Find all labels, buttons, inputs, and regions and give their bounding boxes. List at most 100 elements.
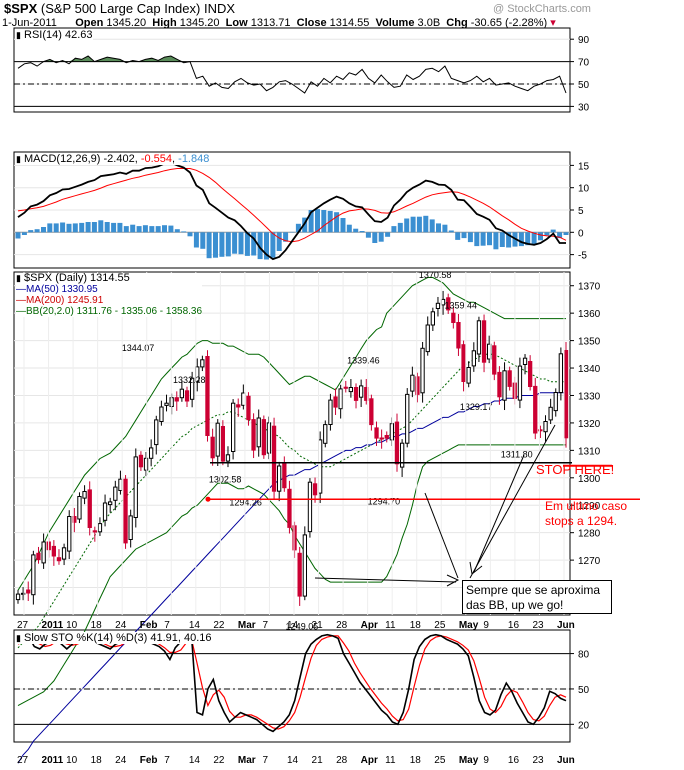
exchange: INDX — [203, 1, 236, 16]
candle-body — [497, 371, 502, 398]
x-axis-label: 7 — [262, 620, 268, 631]
sto-tick-label: 80 — [578, 650, 590, 661]
candle-body — [528, 361, 533, 387]
candle-body — [215, 422, 220, 457]
macd-tick-label: -5 — [578, 251, 587, 262]
macd-histogram-bar — [538, 232, 543, 241]
candle-body — [271, 425, 277, 492]
x-axis-label: 14 — [287, 620, 299, 631]
x-axis-label-bottom: 16 — [508, 755, 520, 766]
x-axis-label-bottom: 24 — [115, 755, 127, 766]
candle-body — [102, 502, 108, 521]
macd-histogram-bar — [340, 218, 346, 233]
candle-body — [522, 357, 528, 366]
macd-histogram-bar — [416, 216, 422, 233]
candle-body — [51, 545, 57, 557]
candle-body — [410, 374, 415, 392]
candle-body — [36, 552, 41, 561]
candle-body — [200, 359, 205, 368]
macd-histogram-bar — [111, 222, 117, 233]
x-axis-label: 7 — [164, 620, 170, 631]
candle-body — [174, 397, 179, 402]
macd-histogram-bar — [410, 216, 416, 233]
candle-body — [471, 350, 477, 367]
candle-body — [425, 324, 430, 353]
candle-body — [246, 395, 251, 421]
price-tick-label: 1330 — [578, 391, 601, 402]
x-axis-label: 25 — [434, 620, 446, 631]
arrow-line — [469, 424, 556, 579]
candle-body — [236, 404, 241, 408]
macd-histogram-bar — [544, 232, 550, 236]
macd-histogram-bar — [41, 227, 46, 233]
x-axis-label-bottom: 22 — [213, 755, 225, 766]
candle-body — [220, 426, 225, 462]
x-axis-label: 11 — [385, 620, 396, 631]
price-tick-label: 1320 — [578, 419, 601, 430]
macd-histogram-bar — [493, 232, 499, 250]
macd-histogram-bar — [295, 223, 301, 233]
volume-value: 3.0B — [417, 17, 441, 29]
candle-body — [302, 534, 308, 597]
arrow-head — [469, 561, 483, 575]
sto-frame — [13, 629, 571, 743]
x-axis-label: 2011 — [42, 620, 64, 631]
candle-body — [353, 387, 359, 401]
macd-histogram-bar — [155, 226, 161, 233]
candle-body — [118, 478, 123, 492]
candle-body — [415, 376, 420, 395]
quote-line: 1-Jun-2011 Open 1345.20 High 1345.20 Low… — [2, 17, 556, 29]
candle-body — [87, 489, 92, 528]
x-axis-label-bottom: 7 — [262, 755, 268, 766]
macd-histogram-bar — [270, 232, 276, 258]
macd-histogram-bar — [467, 232, 473, 243]
candle-body — [563, 350, 569, 439]
macd-histogram-bar — [276, 232, 282, 251]
macd-tick-label: 5 — [578, 206, 584, 217]
macd-histogram-bar — [404, 218, 410, 233]
x-axis-label-bottom: Jun — [557, 755, 575, 766]
arrow-head — [446, 574, 460, 587]
candle-body — [446, 297, 451, 311]
candle-body — [333, 396, 338, 408]
macd-histogram-bar — [474, 232, 480, 247]
macd-histogram-bar — [181, 231, 187, 233]
candle-body — [231, 402, 236, 453]
rsi-title: ▮ RSI(14) 42.63 — [16, 29, 93, 41]
candle-body — [210, 436, 215, 459]
candle-body — [384, 435, 389, 439]
price-label: 1370.58 — [419, 270, 452, 280]
candle-body — [420, 347, 425, 394]
price-tick-label: 1300 — [578, 474, 601, 485]
macd-histogram-bar — [60, 222, 66, 233]
candle-body — [476, 320, 482, 355]
candle-body — [502, 370, 507, 401]
change-value: -30.65 (-2.28%) — [470, 17, 548, 29]
bb-upper-line — [17, 277, 566, 591]
candle-body — [164, 402, 169, 406]
candle-body — [405, 393, 410, 444]
price-label: 1302.58 — [209, 475, 242, 485]
candle-body — [481, 320, 487, 363]
macd-histogram-bar — [334, 212, 340, 233]
macd-tick-label: 10 — [578, 184, 590, 195]
candle-body — [225, 454, 231, 462]
index-name: (S&P 500 Large Cap Index) — [40, 1, 201, 16]
candle-body — [205, 356, 210, 436]
open-value: 1345.20 — [106, 17, 147, 29]
macd-histogram-bar — [34, 229, 40, 233]
macd-histogram-bar — [385, 232, 391, 237]
candle-body — [507, 370, 512, 387]
candle-body — [307, 481, 313, 533]
macd-histogram-bar — [423, 215, 429, 233]
x-axis-label-bottom: 2011 — [42, 755, 64, 766]
bb-middle-line — [17, 353, 566, 649]
macd-histogram-bar — [461, 232, 467, 239]
low-value: 1313.71 — [250, 17, 291, 29]
close-value: 1314.55 — [329, 17, 370, 29]
candle-body — [543, 421, 548, 433]
macd-panel — [14, 161, 570, 261]
macd-histogram-bar — [85, 222, 91, 233]
slow-sto-panel — [14, 633, 570, 733]
